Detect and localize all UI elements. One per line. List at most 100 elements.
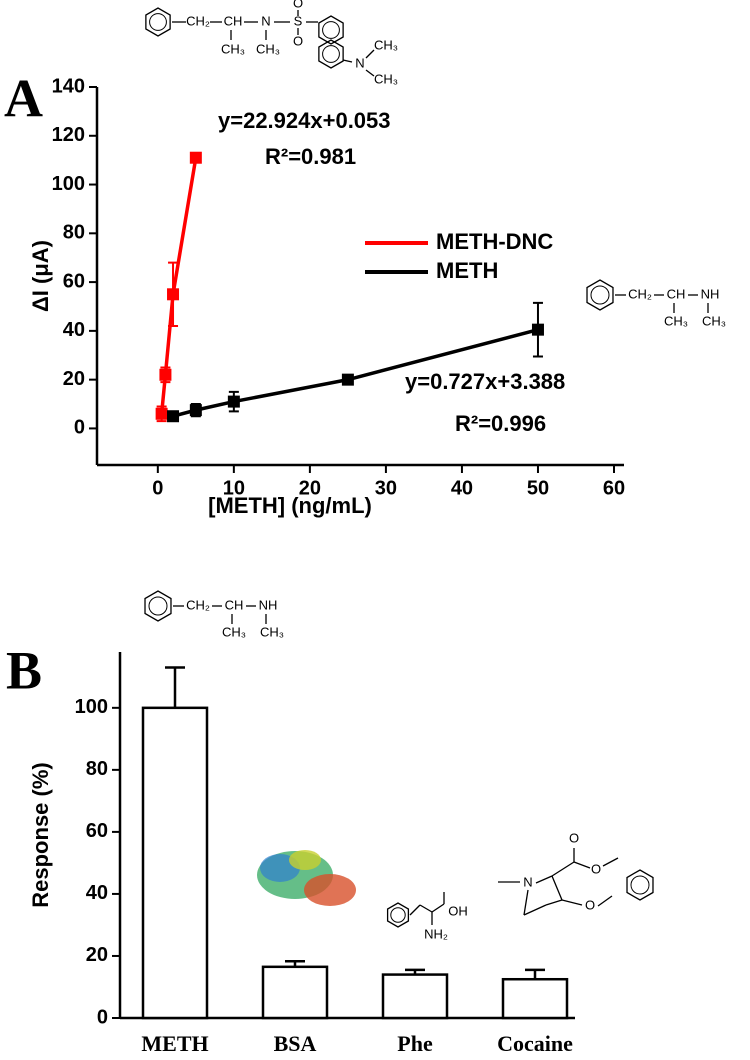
y-tick-label: 60 [63, 270, 85, 292]
ring [318, 39, 344, 69]
bond [597, 895, 613, 907]
structure-label: OH [448, 903, 468, 918]
structure-label: O [293, 0, 303, 10]
ring [586, 279, 614, 311]
bond [365, 69, 375, 77]
data-point [227, 395, 240, 408]
bond [545, 899, 563, 906]
y-tick-label: 60 [86, 820, 108, 842]
structure-label: CH [225, 597, 244, 612]
structure-label: CH₃ [260, 624, 284, 639]
structure-label: O [585, 897, 595, 912]
structure-label: CH₃ [664, 313, 688, 328]
bond [551, 861, 575, 877]
bar [381, 973, 449, 1020]
panel-label: A [4, 68, 43, 128]
structure-label: CH [224, 13, 243, 28]
y-tick-label: 40 [86, 882, 108, 904]
bond [602, 857, 619, 867]
bond [561, 899, 583, 906]
bond [551, 875, 563, 901]
structure-label: CH₃ [374, 37, 398, 52]
bond [409, 904, 421, 916]
structure-label: CH [667, 286, 686, 301]
bond [535, 875, 553, 884]
bond [342, 59, 353, 63]
annotation: R²=0.996 [455, 411, 546, 436]
data-point [167, 410, 180, 423]
x-tick-label: Cocaine [497, 1031, 573, 1056]
x-tick-label: Phe [397, 1031, 433, 1056]
ring [148, 596, 168, 616]
structure-label: S [294, 13, 303, 28]
structure-label: O [293, 33, 303, 48]
ring [630, 875, 650, 895]
data-point [159, 368, 172, 381]
y-tick-label: 80 [63, 222, 85, 244]
data-point [155, 407, 168, 420]
x-tick-label: 10 [223, 477, 245, 499]
structure-label: CH₂ [186, 13, 210, 28]
bond [419, 904, 433, 913]
data-point [189, 404, 202, 417]
bar [261, 965, 329, 1020]
bond [365, 49, 375, 59]
y-tick-label: 0 [97, 1006, 108, 1028]
x-tick-label: 30 [375, 477, 397, 499]
data-point [167, 288, 180, 301]
annotation: y=0.727x+3.388 [405, 369, 565, 394]
y-tick-label: 100 [75, 696, 108, 718]
structure-label: NH [259, 597, 278, 612]
annotation: y=22.924x+0.053 [218, 108, 391, 133]
error-bar [525, 968, 545, 980]
bond [523, 904, 547, 916]
data-point [341, 373, 354, 386]
ring [626, 869, 654, 901]
x-tick-label: 60 [603, 477, 625, 499]
y-axis-label: ΔI (μA) [28, 240, 53, 312]
y-tick-label: 20 [63, 368, 85, 390]
structure-label: CH₂ [628, 286, 652, 301]
x-tick-label: 40 [451, 477, 473, 499]
legend-label: METH [436, 258, 498, 283]
structure-label: CH₂ [186, 597, 210, 612]
annotation: R²=0.981 [265, 144, 356, 169]
structure-label: CH₃ [702, 313, 726, 328]
ring [322, 21, 340, 39]
ring [144, 590, 172, 622]
ring [390, 907, 406, 923]
x-tick-label: METH [141, 1031, 208, 1056]
y-tick-label: 80 [86, 758, 108, 780]
bar [141, 706, 209, 1020]
bond [573, 861, 591, 869]
structure-label: O [591, 861, 601, 876]
structure-label: CH₃ [256, 41, 280, 56]
structure-label: NH₂ [424, 926, 448, 941]
data-point [531, 323, 544, 336]
x-tick-label: BSA [274, 1031, 317, 1056]
structure-label: O [569, 830, 579, 845]
structure-label: CH₃ [222, 624, 246, 639]
ring [149, 13, 167, 31]
y-tick-label: 0 [74, 417, 85, 439]
legend-label: METH-DNC [436, 229, 553, 254]
series-line [159, 157, 198, 414]
y-tick-label: 100 [52, 173, 85, 195]
error-bar [165, 666, 185, 708]
y-tick-label: 20 [86, 944, 108, 966]
data-point [189, 151, 202, 164]
panel-label: B [6, 640, 42, 700]
structure-label: CH₃ [221, 41, 245, 56]
ring [322, 45, 340, 63]
structure-label: N [355, 55, 364, 70]
y-tick-label: 120 [52, 124, 85, 146]
structure-label: N [261, 13, 270, 28]
y-tick-label: 40 [63, 319, 85, 341]
x-axis-label: [METH] (ng/mL) [208, 493, 372, 518]
x-tick-label: 0 [152, 477, 163, 499]
structure-label: N [523, 874, 532, 889]
y-axis-label: Response (%) [28, 762, 53, 907]
y-tick-label: 140 [52, 75, 85, 97]
x-tick-label: 20 [299, 477, 321, 499]
protein-image [257, 850, 356, 906]
